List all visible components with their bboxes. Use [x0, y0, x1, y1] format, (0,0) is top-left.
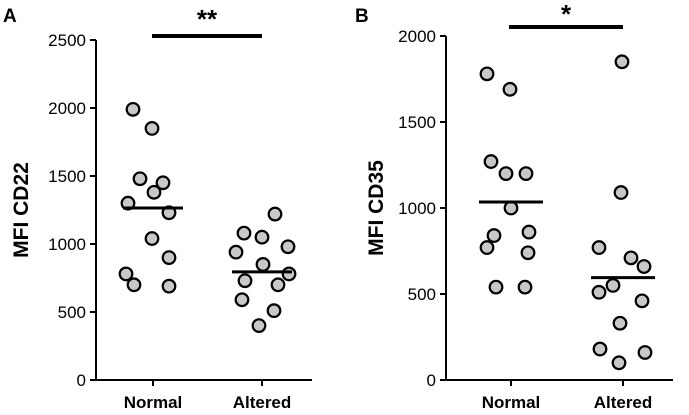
data-point-altered: [237, 273, 253, 289]
data-point-normal: [120, 195, 136, 211]
y-axis-title: MFI CD35: [365, 160, 388, 256]
data-point-normal: [483, 154, 499, 169]
y-tick-label: 2500: [48, 31, 86, 50]
data-point-altered: [612, 315, 628, 331]
data-point-normal: [520, 245, 536, 261]
panel-b: B MFI CD35 0 500 1000 1500 2000 Normal Altered *: [355, 0, 673, 412]
y-tick-label: 2000: [398, 27, 436, 46]
data-point-normal: [161, 278, 177, 294]
y-tick-label: 1500: [398, 113, 436, 132]
y-tick-label: 1000: [48, 235, 86, 254]
data-point-altered: [591, 240, 607, 255]
data-point-altered: [228, 244, 244, 260]
data-point-normal: [518, 166, 534, 182]
data-point-normal: [144, 231, 160, 246]
data-point-altered: [623, 250, 639, 266]
data-point-altered: [605, 278, 621, 293]
data-point-normal: [479, 240, 495, 255]
y-tick-label: 0: [77, 371, 86, 390]
data-point-altered: [251, 318, 267, 334]
data-point-altered: [255, 257, 271, 272]
y-tick-label: 1000: [398, 199, 436, 218]
data-point-normal: [503, 200, 519, 216]
data-point-normal: [161, 205, 177, 221]
data-point-normal: [161, 250, 177, 266]
data-point-normal: [488, 279, 504, 295]
data-point-altered: [234, 292, 250, 308]
data-point-altered: [636, 259, 652, 274]
data-point-altered: [266, 303, 282, 319]
data-point-altered: [592, 341, 608, 357]
x-category-label: Altered: [233, 393, 292, 412]
data-point-normal: [486, 228, 502, 243]
y-tick-label: 1500: [48, 167, 86, 186]
data-point-altered: [591, 284, 607, 300]
data-point-normal: [126, 277, 142, 293]
data-point-normal: [479, 66, 495, 82]
data-point-normal: [132, 171, 148, 187]
data-point-normal: [144, 120, 160, 136]
data-point-altered: [614, 54, 630, 70]
data-point-altered: [611, 355, 627, 371]
x-category-label: Normal: [482, 393, 541, 412]
significance-label: **: [197, 4, 218, 34]
data-point-normal: [498, 166, 514, 182]
x-category-label: Altered: [594, 393, 653, 412]
x-category-label: Normal: [124, 393, 183, 412]
panel-letter: B: [355, 6, 369, 27]
data-point-normal: [502, 81, 518, 97]
y-tick-label: 0: [427, 371, 436, 390]
y-tick-label: 500: [408, 285, 436, 304]
y-tick-label: 500: [58, 303, 86, 322]
data-point-altered: [270, 277, 286, 293]
data-point-altered: [280, 239, 296, 255]
panel-a: A MFI CD22 0 500 1000 1500 2000 2500 Normal Alter…: [3, 4, 312, 412]
data-point-normal: [521, 224, 537, 240]
data-point-altered: [267, 206, 283, 222]
panel-letter: A: [3, 6, 17, 27]
data-point-normal: [146, 184, 162, 200]
data-point-altered: [613, 185, 629, 200]
y-tick-label: 2000: [48, 99, 86, 118]
data-point-altered: [236, 225, 252, 241]
significance-label: *: [561, 0, 572, 29]
data-point-normal: [125, 101, 141, 117]
data-point-altered: [634, 293, 650, 309]
data-point-altered: [637, 345, 653, 360]
data-point-normal: [118, 266, 134, 282]
data-point-normal: [517, 279, 533, 295]
data-point-altered: [254, 229, 270, 245]
data-point-altered: [281, 266, 297, 282]
y-axis-title: MFI CD22: [10, 162, 33, 258]
data-point-normal: [155, 175, 171, 191]
